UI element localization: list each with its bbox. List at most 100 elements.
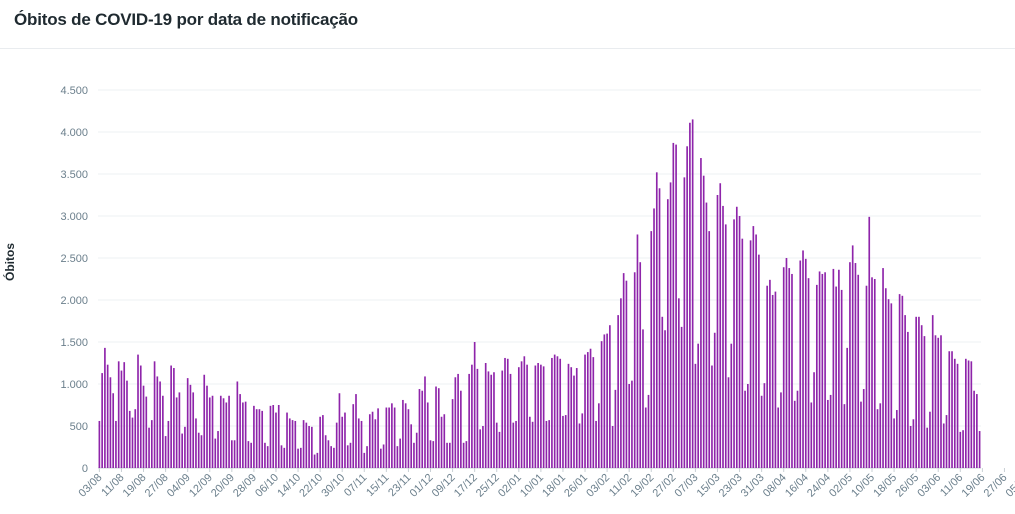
bar[interactable]	[335, 422, 338, 468]
bar[interactable]	[965, 358, 967, 468]
bar[interactable]	[785, 258, 788, 468]
bar[interactable]	[418, 389, 421, 468]
bar[interactable]	[294, 420, 297, 468]
bar[interactable]	[876, 409, 879, 468]
bar[interactable]	[815, 284, 818, 468]
bar[interactable]	[382, 444, 385, 468]
bar[interactable]	[123, 362, 126, 468]
bar[interactable]	[297, 448, 299, 468]
bar[interactable]	[854, 263, 857, 468]
bar[interactable]	[374, 419, 377, 468]
bar[interactable]	[849, 262, 851, 468]
bar[interactable]	[887, 299, 890, 468]
bar[interactable]	[755, 234, 757, 468]
bar[interactable]	[170, 365, 172, 468]
bar[interactable]	[145, 396, 148, 468]
bar[interactable]	[280, 445, 283, 468]
bar[interactable]	[713, 332, 716, 468]
bar[interactable]	[159, 381, 161, 468]
bar[interactable]	[349, 442, 352, 468]
bar[interactable]	[233, 440, 236, 468]
bar[interactable]	[112, 393, 115, 468]
bar[interactable]	[937, 337, 940, 468]
bar[interactable]	[678, 298, 680, 468]
bar[interactable]	[758, 254, 760, 468]
bar[interactable]	[575, 368, 578, 468]
bar[interactable]	[490, 374, 493, 468]
bar[interactable]	[843, 404, 846, 468]
bar[interactable]	[956, 363, 959, 468]
bar[interactable]	[824, 272, 826, 468]
bar[interactable]	[471, 364, 473, 468]
bar[interactable]	[622, 273, 625, 468]
bar[interactable]	[567, 363, 570, 468]
bar[interactable]	[879, 403, 882, 468]
bar[interactable]	[744, 390, 746, 468]
bar[interactable]	[208, 397, 211, 468]
bar[interactable]	[912, 419, 915, 468]
bar[interactable]	[468, 373, 470, 468]
bar[interactable]	[101, 373, 103, 468]
bar[interactable]	[810, 402, 813, 468]
bar[interactable]	[967, 360, 970, 468]
bar[interactable]	[509, 373, 512, 468]
bar[interactable]	[148, 427, 150, 468]
bar[interactable]	[242, 402, 244, 468]
bar[interactable]	[520, 361, 523, 468]
bar[interactable]	[581, 413, 584, 468]
bar[interactable]	[741, 238, 744, 468]
bar[interactable]	[186, 378, 189, 468]
bar[interactable]	[424, 376, 426, 468]
bar[interactable]	[305, 422, 308, 468]
bar[interactable]	[973, 390, 975, 468]
bar[interactable]	[109, 377, 112, 468]
bar[interactable]	[255, 409, 258, 468]
bar[interactable]	[98, 420, 101, 468]
bar[interactable]	[926, 427, 929, 468]
bar[interactable]	[700, 158, 702, 469]
bar[interactable]	[873, 279, 876, 468]
bar[interactable]	[393, 407, 396, 468]
bar[interactable]	[890, 303, 893, 468]
bar[interactable]	[545, 420, 548, 468]
bar[interactable]	[791, 273, 793, 468]
bar[interactable]	[708, 231, 711, 468]
bar[interactable]	[929, 411, 931, 468]
bar[interactable]	[244, 401, 247, 468]
bar[interactable]	[666, 199, 669, 468]
bar[interactable]	[219, 395, 222, 468]
bar[interactable]	[716, 195, 719, 468]
bar[interactable]	[344, 412, 346, 468]
bar[interactable]	[264, 442, 266, 468]
bar[interactable]	[948, 351, 951, 468]
bar[interactable]	[793, 400, 796, 468]
bar[interactable]	[664, 330, 666, 468]
bar[interactable]	[865, 285, 868, 468]
bar[interactable]	[247, 441, 250, 468]
bar[interactable]	[760, 395, 763, 468]
bar[interactable]	[584, 354, 586, 468]
bar[interactable]	[655, 172, 658, 468]
bar[interactable]	[551, 357, 553, 468]
bar[interactable]	[920, 325, 923, 468]
bar[interactable]	[512, 422, 515, 468]
bar[interactable]	[275, 412, 277, 468]
bar[interactable]	[556, 356, 559, 468]
bar[interactable]	[454, 377, 457, 468]
bar[interactable]	[735, 206, 738, 468]
bar[interactable]	[388, 407, 390, 468]
bar[interactable]	[697, 343, 699, 468]
bar[interactable]	[435, 386, 437, 468]
bar[interactable]	[120, 370, 123, 468]
bar[interactable]	[479, 429, 482, 468]
bar[interactable]	[272, 405, 275, 468]
bar[interactable]	[896, 410, 898, 468]
bar[interactable]	[586, 352, 589, 468]
bar[interactable]	[680, 326, 683, 468]
bar[interactable]	[559, 358, 562, 468]
bar[interactable]	[482, 426, 484, 468]
bar[interactable]	[918, 316, 920, 468]
bar[interactable]	[909, 426, 912, 468]
bar[interactable]	[578, 423, 581, 468]
bar[interactable]	[239, 394, 241, 468]
